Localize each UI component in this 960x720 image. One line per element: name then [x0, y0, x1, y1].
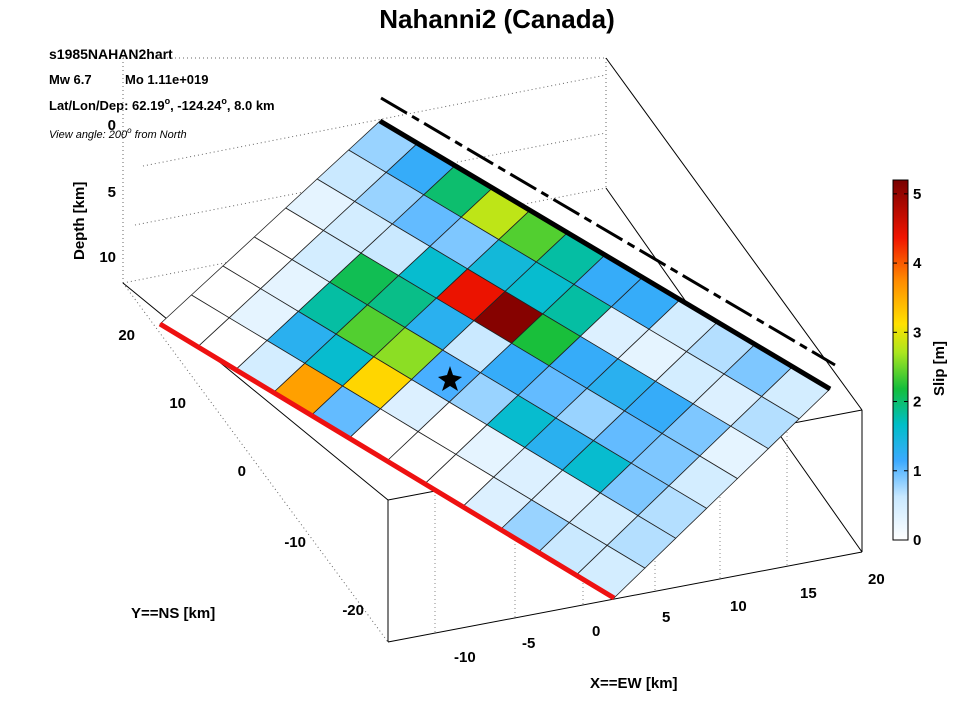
colorbar [892, 179, 909, 541]
x-axis-label: X==EW [km] [590, 675, 678, 692]
z-axis-label: Depth [km] [71, 182, 88, 260]
surface-projection-line [380, 96, 836, 367]
ytick-label: -20 [342, 602, 364, 619]
ztick-label: 0 [108, 117, 116, 134]
ztick-label: 10 [99, 249, 116, 266]
magnitude-label: Mw 6.7 [49, 72, 92, 87]
ytick-label: 0 [238, 463, 246, 480]
event-id: s1985NAHAN2hart [49, 46, 173, 62]
xtick-label: -10 [454, 649, 476, 666]
ztick-label: 5 [108, 184, 116, 201]
ytick-label: 20 [118, 327, 135, 344]
hypocenter-star [438, 366, 462, 391]
xtick-label: 5 [662, 609, 670, 626]
xtick-label: 15 [800, 585, 817, 602]
location-label: Lat/Lon/Dep: 62.19o, -124.24o, 8.0 km [49, 96, 275, 113]
fault-bottom-edge [158, 321, 616, 601]
y-tick-labels: 20 10 0 -10 -20 [118, 327, 364, 619]
y-axis-label: Y==NS [km] [131, 605, 215, 622]
colorbar-tick-label: 0 [913, 532, 921, 549]
xtick-label: 20 [868, 571, 885, 588]
ytick-label: 10 [169, 395, 186, 412]
colorbar-tick-label: 5 [913, 186, 921, 203]
xtick-label: 0 [592, 623, 600, 640]
xtick-label: 10 [730, 598, 747, 615]
fault-top-edge [378, 118, 832, 392]
colorbar-tick-label: 4 [913, 255, 922, 272]
box-hidden-edges [122, 57, 607, 643]
colorbar-tick-label: 1 [913, 463, 921, 480]
colorbar-tick-label: 3 [913, 324, 921, 341]
z-tick-labels: 0 5 10 [99, 117, 116, 266]
xtick-label: -5 [522, 635, 535, 652]
chart-title: Nahanni2 (Canada) [379, 4, 615, 34]
ytick-label: -10 [284, 534, 306, 551]
colorbar-ticks: 0 1 2 3 4 5 [893, 186, 922, 549]
view-angle-label: View angle: 200o from North [49, 126, 187, 141]
colorbar-tick-label: 2 [913, 394, 921, 411]
x-tick-labels: -10 -5 0 5 10 15 20 [454, 571, 885, 666]
colorbar-label: Slip [m] [931, 341, 948, 396]
moment-label: Mo 1.11e+019 [125, 72, 208, 87]
